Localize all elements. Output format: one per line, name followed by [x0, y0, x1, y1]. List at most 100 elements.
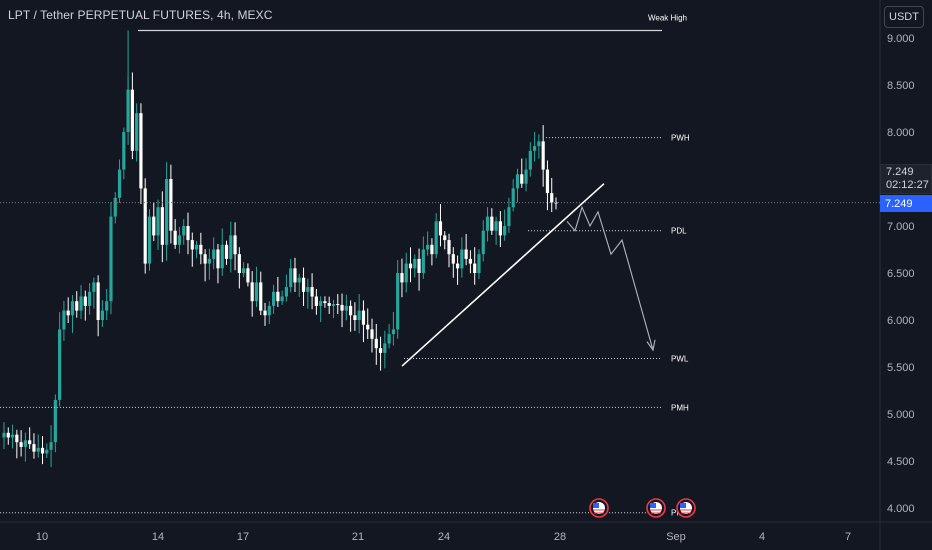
- candle-body: [447, 240, 451, 255]
- candle-body: [537, 141, 541, 147]
- candle-body: [340, 304, 344, 311]
- candle-body: [53, 399, 57, 443]
- candle-body: [242, 268, 246, 273]
- y-tick-label: 5.000: [887, 409, 915, 421]
- candle-body: [259, 282, 263, 311]
- candle-body: [130, 89, 134, 151]
- candle-body: [378, 348, 383, 353]
- x-tick-label: 4: [759, 531, 765, 543]
- candle-body: [400, 273, 404, 283]
- candle-body: [96, 282, 100, 320]
- level-label: Weak High: [648, 13, 687, 22]
- candle-body: [451, 254, 455, 264]
- candle-body: [62, 310, 66, 330]
- x-tick-label: 21: [352, 531, 364, 543]
- candle-body: [271, 291, 276, 306]
- candle-body: [212, 249, 216, 259]
- candle-body: [327, 303, 331, 306]
- candle-body: [135, 113, 139, 151]
- candle-body: [533, 146, 537, 151]
- candle-body: [276, 291, 280, 302]
- chart-title: LPT / Tether PERPETUAL FUTURES, 4h, MEXC: [8, 8, 273, 22]
- candle-body: [263, 310, 267, 316]
- candle-body: [443, 235, 447, 241]
- candle-body: [421, 249, 425, 273]
- candle-body: [23, 440, 27, 447]
- candle-body: [366, 324, 370, 330]
- candle-body: [430, 244, 434, 255]
- candle-body: [254, 282, 259, 302]
- candle-body: [75, 301, 79, 311]
- y-tick-label: 6.000: [887, 315, 915, 327]
- candle-body: [426, 244, 430, 250]
- trendline: [401, 183, 605, 367]
- candle-body: [520, 174, 524, 184]
- candle-body: [92, 282, 96, 292]
- candle-body: [383, 343, 387, 353]
- y-tick-label: 7.000: [887, 221, 915, 233]
- candle-body: [147, 216, 152, 264]
- projection-path: [566, 205, 654, 351]
- candle-body: [113, 197, 117, 217]
- candle-body: [477, 254, 481, 273]
- current-price-badge: 7.249: [880, 195, 932, 212]
- candle-body: [79, 296, 83, 311]
- last-price-value: 7.249: [886, 166, 914, 178]
- candle-body: [66, 310, 70, 316]
- candle-body: [186, 226, 190, 241]
- candle-body: [396, 273, 400, 330]
- candle-body: [344, 305, 348, 311]
- candle-body: [126, 89, 130, 132]
- x-tick-label: 28: [554, 531, 566, 543]
- candle-body: [280, 296, 284, 302]
- candle-body: [156, 207, 160, 236]
- candle-body: [216, 249, 220, 269]
- candle-body: [203, 254, 207, 264]
- candle-body: [173, 230, 177, 245]
- candle-body: [190, 240, 194, 250]
- candle-body: [139, 113, 143, 189]
- candle-body: [199, 244, 203, 255]
- candle-body: [169, 179, 173, 231]
- candle-body: [182, 226, 186, 236]
- countdown-timer: 02:12:27: [886, 179, 929, 191]
- candle-body: [36, 447, 40, 452]
- candle-body: [160, 207, 164, 245]
- projection-arrowhead: [646, 339, 656, 352]
- candle-body: [237, 254, 241, 273]
- x-tick-label: Sep: [666, 531, 686, 543]
- candle-body: [293, 268, 297, 283]
- candle-body: [336, 304, 340, 306]
- candle-body: [207, 258, 211, 264]
- candle-body: [194, 244, 199, 250]
- level-label: PWH: [671, 134, 690, 143]
- candle-body: [250, 282, 254, 302]
- candle-body: [404, 263, 408, 283]
- candle-body: [15, 434, 19, 443]
- candle-body: [224, 244, 229, 259]
- currency-button[interactable]: USDT: [884, 6, 924, 28]
- candle-body: [28, 440, 32, 445]
- candle-body: [357, 310, 361, 320]
- candle-body: [413, 258, 417, 269]
- us-flag-event-icon: [593, 503, 599, 508]
- candle-body: [408, 263, 413, 269]
- candle-body: [87, 291, 92, 306]
- candle-body: [331, 304, 336, 306]
- candle-body: [460, 249, 464, 269]
- candle-body: [32, 444, 36, 452]
- y-tick-label: 4.000: [887, 503, 915, 515]
- x-tick-label: 14: [152, 531, 164, 543]
- candle-body: [349, 305, 353, 316]
- candle-body: [391, 329, 395, 335]
- candle-body: [494, 221, 498, 231]
- candle-body: [464, 249, 468, 259]
- candle-body: [319, 301, 323, 306]
- candle-body: [485, 216, 490, 231]
- x-tick-label: 7: [845, 531, 851, 543]
- candle-body: [507, 207, 511, 226]
- candle-body: [511, 188, 515, 208]
- candle-body: [267, 305, 271, 316]
- candle-body: [100, 310, 105, 320]
